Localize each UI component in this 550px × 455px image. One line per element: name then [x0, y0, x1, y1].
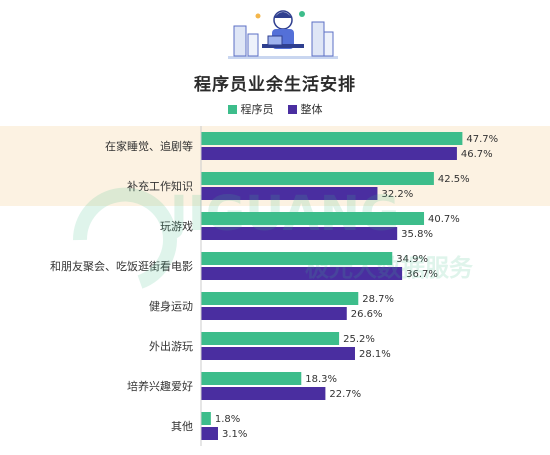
legend: 程序员 整体: [0, 101, 550, 117]
legend-item-overall: 整体: [287, 101, 323, 117]
bar-overall: [201, 267, 403, 280]
category-label: 健身运动: [149, 299, 193, 313]
category-label: 和朋友聚会、吃饭逛街看电影: [50, 259, 193, 273]
category-label: 培养兴趣爱好: [127, 379, 193, 393]
data-label-overall: 28.1%: [359, 349, 391, 360]
data-label-overall: 46.7%: [461, 149, 493, 160]
data-label-overall: 35.8%: [401, 229, 433, 240]
bar-overall: [201, 427, 218, 440]
legend-label-programmer: 程序员: [240, 103, 274, 116]
bar-overall: [201, 387, 326, 400]
category-label: 补充工作知识: [127, 179, 193, 193]
bar-programmer: [201, 372, 302, 385]
category-label: 玩游戏: [160, 220, 193, 233]
legend-label-overall: 整体: [300, 103, 323, 116]
data-label-programmer: 40.7%: [428, 214, 460, 225]
bar-overall: [201, 227, 398, 240]
category-label: 在家睡觉、追剧等: [105, 139, 193, 153]
bar-overall: [201, 147, 457, 160]
legend-item-programmer: 程序员: [227, 101, 274, 117]
bar-programmer: [201, 412, 211, 425]
data-label-overall: 22.7%: [329, 389, 361, 400]
data-label-programmer: 25.2%: [343, 334, 375, 345]
developer-illustration-icon: [228, 10, 338, 59]
data-label-programmer: 47.7%: [466, 134, 498, 145]
data-label-programmer: 18.3%: [305, 374, 337, 385]
bar-programmer: [201, 172, 434, 185]
bar-overall: [201, 307, 347, 320]
bar-programmer: [201, 252, 393, 265]
bar-programmer: [201, 132, 463, 145]
bar-programmer: [201, 292, 359, 305]
data-label-overall: 3.1%: [222, 429, 247, 440]
data-label-programmer: 28.7%: [362, 294, 394, 305]
data-label-overall: 26.6%: [351, 309, 383, 320]
chart-title: 程序员业余生活安排: [194, 75, 356, 95]
legend-swatch-programmer: [227, 104, 237, 114]
data-label-programmer: 34.9%: [396, 254, 428, 265]
data-label-overall: 32.2%: [381, 189, 413, 200]
legend-swatch-overall: [287, 104, 297, 114]
category-label: 外出游玩: [149, 339, 193, 353]
bar-programmer: [201, 332, 340, 345]
bar-overall: [201, 187, 378, 200]
data-label-programmer: 42.5%: [438, 174, 470, 185]
bar-overall: [201, 347, 355, 360]
data-label-programmer: 1.8%: [215, 414, 240, 425]
category-label: 其他: [171, 420, 193, 433]
bar-programmer: [201, 212, 425, 225]
data-label-overall: 36.7%: [406, 269, 438, 280]
